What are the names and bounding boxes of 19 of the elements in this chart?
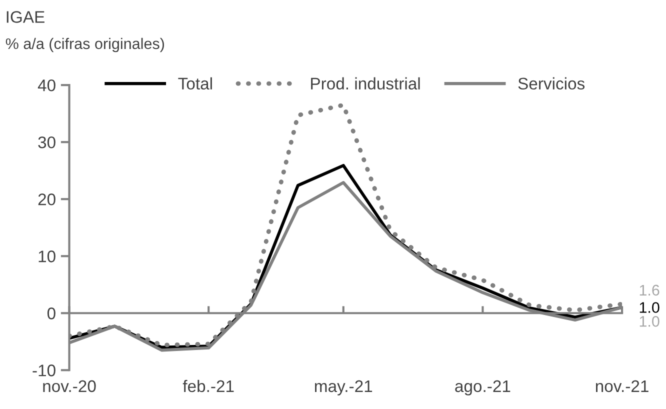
data-label: 1.6: [640, 284, 660, 296]
y-tick-label: 0: [47, 308, 56, 320]
y-tick-label: -10: [32, 364, 56, 376]
data-label: 1.0: [640, 302, 660, 313]
x-tick-label: may.-21: [315, 380, 372, 396]
x-tick-label: feb.-21: [182, 380, 234, 392]
x-tick-label: nov.-20: [43, 380, 96, 392]
legend-label: Servicios: [518, 77, 585, 90]
y-tick-label: 10: [38, 250, 56, 262]
chart-title: IGAE: [6, 11, 44, 23]
y-tick-label: 40: [38, 79, 56, 92]
y-tick-label: 30: [38, 136, 56, 148]
x-tick-label: nov.-21: [596, 380, 648, 392]
legend-label: Prod. industrial: [311, 77, 420, 90]
x-tick-label: ago.-21: [455, 380, 510, 396]
legend-label: Total: [178, 77, 212, 90]
data-label: 1.0: [640, 316, 660, 327]
chart-subtitle: % a/a (cifras originales): [6, 38, 164, 52]
y-tick-label: 20: [38, 194, 56, 206]
